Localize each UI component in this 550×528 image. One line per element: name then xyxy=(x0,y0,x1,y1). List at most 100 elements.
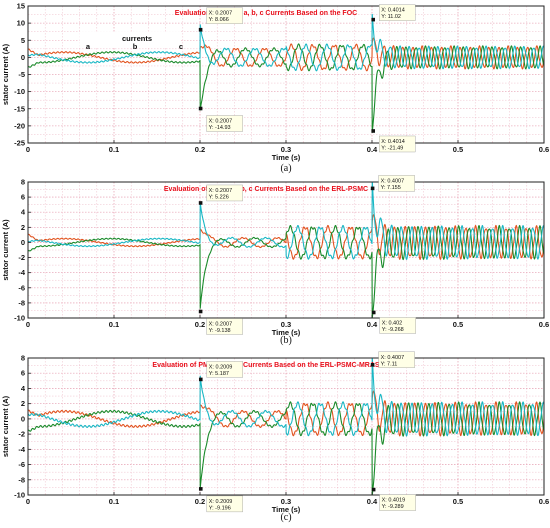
datatip-box xyxy=(379,4,416,21)
series-line-c xyxy=(27,357,545,437)
legend-title: currents xyxy=(122,34,152,43)
chart-panel-a: 0 0.1 0.2 0.3 0.4 0.5 0.6 -25 -20 -15 -10 -5 0 5 10 15 E… xyxy=(1,2,549,163)
datatip-box xyxy=(379,494,416,511)
datatip-y-text: Y: 5.187 xyxy=(209,371,229,377)
legend-label-a: a xyxy=(86,42,91,51)
x-tick-label: 0.4 xyxy=(367,497,378,506)
y-tick-label: -8 xyxy=(18,298,25,307)
datatip-x-text: X: 0.2007 xyxy=(209,321,233,327)
y-axis-label: stator current (A) xyxy=(1,43,10,105)
datatip-box xyxy=(206,115,243,132)
datatip-box xyxy=(379,317,416,334)
y-tick-label: -2 xyxy=(18,253,25,262)
datatip-marker xyxy=(370,362,375,367)
y-tick-label: 4 xyxy=(21,208,26,217)
y-tick-label: -8 xyxy=(18,475,25,484)
datatip-y-text: Y: 5.226 xyxy=(209,194,229,200)
datatip-box xyxy=(379,135,416,153)
y-tick-label: -10 xyxy=(14,87,25,96)
x-tick-label: 0.5 xyxy=(453,145,463,154)
datatip-marker xyxy=(370,186,375,191)
datatip-y-text: Y: -21.49 xyxy=(381,145,403,151)
datatip-x-text: X: 0.4014 xyxy=(381,8,405,14)
y-tick-label: 0 xyxy=(21,414,25,423)
datatip-y-text: Y: 7.11 xyxy=(381,361,398,367)
datatip-y-text: Y: -9.289 xyxy=(382,504,404,510)
datatip-x-text: X: 0.4007 xyxy=(381,178,405,184)
datatip-marker xyxy=(198,309,203,314)
datatip-y-text: Y: 7.155 xyxy=(381,185,401,191)
datatip-marker xyxy=(198,377,203,382)
y-tick-label: 6 xyxy=(21,193,25,202)
y-tick-label: -10 xyxy=(14,314,25,323)
datatip-x-text: X: 0.4014 xyxy=(381,139,405,145)
y-tick-label: -20 xyxy=(14,121,25,130)
x-tick-label: 0.5 xyxy=(453,320,463,329)
y-tick-label: -4 xyxy=(18,268,25,277)
y-axis-label: stator current (A) xyxy=(1,395,10,457)
panel-caption: (a) xyxy=(280,163,291,174)
x-tick-label: 0.2 xyxy=(195,145,205,154)
y-tick-label: -6 xyxy=(18,283,25,292)
x-tick-label: 0.2 xyxy=(195,320,205,329)
x-tick-label: 0.4 xyxy=(367,145,378,154)
x-tick-label: 0 xyxy=(26,145,30,154)
x-tick-label: 0 xyxy=(26,497,30,506)
y-tick-label: 5 xyxy=(21,36,25,45)
datatip-x-text: X: 0.4019 xyxy=(382,498,406,504)
x-tick-label: 0.4 xyxy=(367,320,378,329)
series-line-a xyxy=(27,37,545,72)
datatip-y-text: Y: 11.02 xyxy=(381,14,401,20)
y-tick-label: 8 xyxy=(21,178,25,187)
x-axis-label: Time (s) xyxy=(272,328,301,337)
y-tick-label: 0 xyxy=(21,238,25,247)
panel-caption: (b) xyxy=(280,335,292,346)
x-tick-label: 0.3 xyxy=(281,497,291,506)
x-tick-label: 0.5 xyxy=(453,497,463,506)
datatip-box xyxy=(206,318,243,335)
datatip-y-text: Y: 8.066 xyxy=(209,17,229,23)
chart-panel-c: 0 0.1 0.2 0.3 0.4 0.5 0.6 -10 -8 -6 -4 -2 0 2 4 6 8 Evalu… xyxy=(1,351,549,514)
datatip-marker xyxy=(198,201,203,205)
y-tick-label: 6 xyxy=(21,369,25,378)
x-tick-label: 0.3 xyxy=(281,145,291,154)
x-tick-label: 0.6 xyxy=(539,145,549,154)
datatip-y-text: Y: -9.196 xyxy=(209,505,231,511)
datatip-x-text: X: 0.2009 xyxy=(209,364,233,370)
datatip-box xyxy=(206,495,243,513)
legend-box xyxy=(79,31,181,47)
x-tick-label: 0.3 xyxy=(281,320,291,329)
datatip-x-text: X: 0.2007 xyxy=(209,188,233,194)
chart-title: Evaluation of PMSM a, b, c Currents Base… xyxy=(164,186,368,193)
legend: currents a b c xyxy=(79,31,183,51)
chart-title: Evaluation of PMSM a, b, c Currents Base… xyxy=(152,362,379,369)
y-tick-label: 15 xyxy=(17,2,25,11)
series-line-c xyxy=(27,14,545,72)
y-axis-label: stator current (A) xyxy=(1,219,10,281)
series-line-b xyxy=(27,43,545,133)
y-tick-label: -10 xyxy=(14,491,25,500)
series-line-c xyxy=(27,181,545,261)
y-tick-label: 2 xyxy=(21,399,25,408)
y-tick-label: 2 xyxy=(21,223,25,232)
y-tick-label: 10 xyxy=(17,19,25,28)
datatip-y-text: Y: -9.268 xyxy=(382,327,404,333)
series-line-a xyxy=(27,214,545,261)
x-tick-label: 0.2 xyxy=(195,497,205,506)
y-tick-label: 4 xyxy=(21,384,26,393)
x-tick-label: 0.1 xyxy=(109,320,119,329)
datatip-y-text: Y: -14.93 xyxy=(209,125,231,131)
datatip-marker xyxy=(371,310,376,315)
datatip-marker xyxy=(371,129,376,133)
y-tick-label: -25 xyxy=(14,139,25,148)
